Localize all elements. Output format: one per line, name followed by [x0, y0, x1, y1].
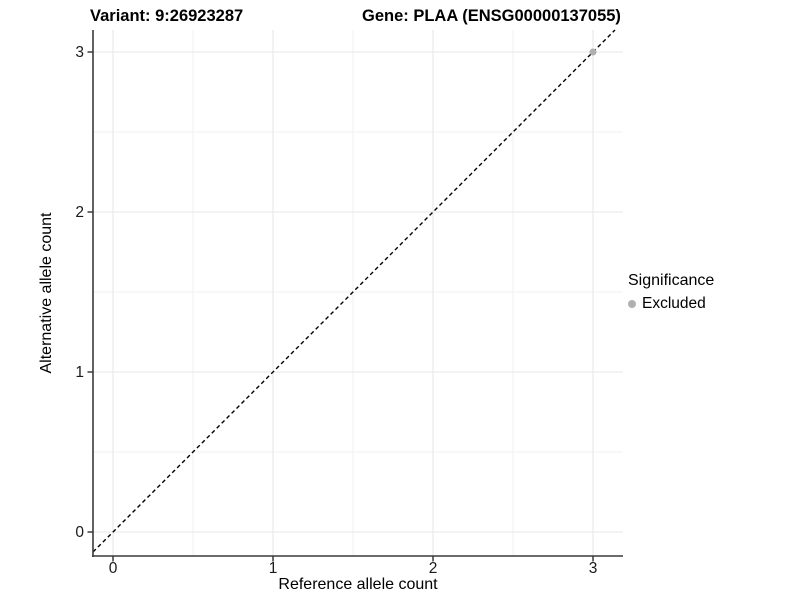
x-tick-label: 3	[588, 560, 598, 577]
legend: Significance Excluded	[628, 271, 714, 313]
plot-title-gene: Gene: PLAA (ENSG00000137055)	[362, 7, 621, 25]
y-tick-label: 0	[75, 523, 84, 541]
y-axis-title: Alternative allele count	[38, 212, 55, 374]
legend-title: Significance	[628, 272, 715, 289]
identity-reference-line	[92, 29, 616, 553]
y-tick-label: 1	[75, 363, 84, 381]
x-axis-title: Reference allele count	[278, 576, 438, 593]
x-tick-label: 0	[108, 560, 118, 577]
legend-item-label: Excluded	[642, 295, 706, 312]
y-tick-label: 2	[75, 203, 84, 221]
data-point-excluded	[589, 48, 597, 56]
legend-item: Excluded	[628, 294, 714, 313]
plot-title-variant: Variant: 9:26923287	[90, 7, 244, 25]
legend-items: Excluded	[628, 294, 714, 313]
y-tick-label: 3	[75, 43, 84, 61]
x-tick-label: 1	[268, 560, 278, 577]
x-tick-label: 2	[428, 560, 438, 577]
legend-point-icon	[628, 299, 636, 308]
